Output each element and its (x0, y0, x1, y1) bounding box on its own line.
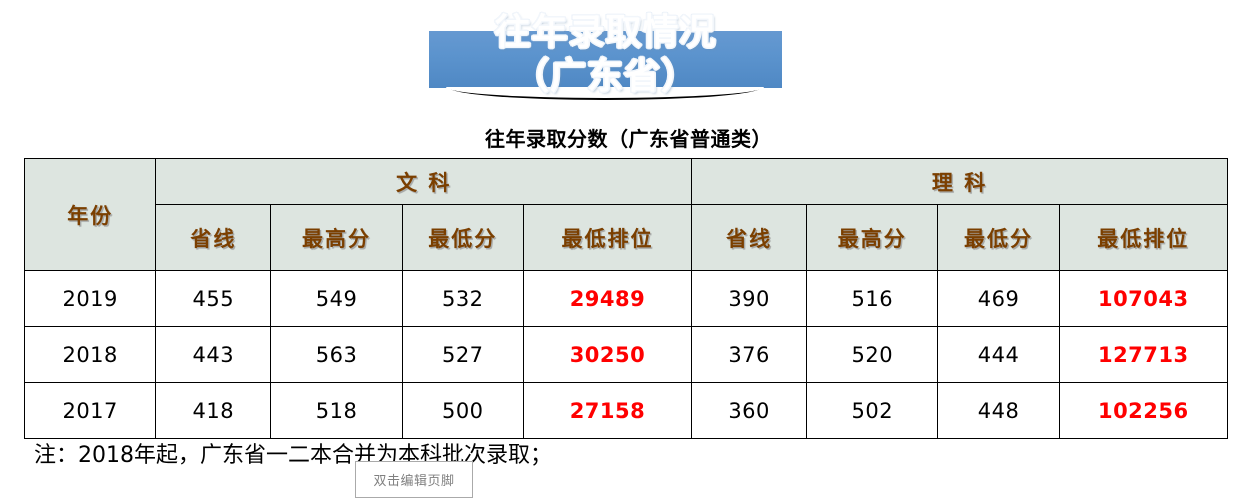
title-banner[interactable] (429, 31, 782, 100)
cell-year: 2017 (23, 382, 157, 439)
cell-science-lowest-rank: 102256 (1058, 382, 1229, 439)
column-header-science-lowest: 最低分 (937, 204, 1060, 271)
table-note: 注：2018年起，广东省一二本合并为本科批次录取； (34, 443, 552, 468)
table-body: 2019 455 549 532 29489 390 516 469 10704… (23, 270, 1229, 439)
cell-science-lowest-rank: 107043 (1058, 270, 1229, 327)
cell-liberal-lowest-rank: 29489 (522, 270, 693, 327)
cell-science-provincial-line: 390 (691, 270, 808, 327)
cell-science-highest: 520 (806, 326, 939, 383)
cell-science-highest: 502 (806, 382, 939, 439)
table-header-row-groups: 年份 文 科 理 科 (23, 158, 1228, 271)
column-header-science-lowest-rank: 最低排位 (1058, 204, 1229, 271)
table-row: 2019 455 549 532 29489 390 516 469 10704… (23, 270, 1229, 327)
table-row: 2017 418 518 500 27158 360 502 448 10225… (23, 382, 1229, 439)
column-header-liberal-provincial-line: 省线 (155, 204, 272, 271)
column-header-liberal-highest: 最高分 (270, 204, 403, 271)
column-header-year: 年份 (23, 158, 157, 271)
cell-liberal-highest: 518 (270, 382, 403, 439)
footer-edit-placeholder[interactable]: 双击编辑页脚 (355, 461, 473, 498)
cell-liberal-lowest: 527 (401, 326, 524, 383)
cell-year: 2018 (23, 326, 157, 383)
column-header-science-provincial-line: 省线 (691, 204, 808, 271)
cell-liberal-provincial-line: 418 (155, 382, 272, 439)
cell-science-lowest: 469 (937, 270, 1060, 327)
cell-liberal-lowest: 500 (401, 382, 524, 439)
column-group-header-science: 理 科 (691, 158, 1228, 205)
cell-liberal-lowest-rank: 27158 (522, 382, 693, 439)
table-caption: 往年录取分数（广东省普通类） (485, 127, 772, 151)
cell-liberal-provincial-line: 455 (155, 270, 272, 327)
cell-liberal-lowest: 532 (401, 270, 524, 327)
table-header: 年份 文 科 理 科 省线 最高分 最低分 最低排位 省线 最高分 最低分 最低… (23, 158, 1229, 271)
title-banner-shadow (446, 87, 764, 100)
cell-science-provincial-line: 360 (691, 382, 808, 439)
cell-science-lowest: 444 (937, 326, 1060, 383)
admission-score-table: 年份 文 科 理 科 省线 最高分 最低分 最低排位 省线 最高分 最低分 最低… (23, 158, 1229, 439)
title-banner-bar (429, 31, 782, 88)
cell-year: 2019 (23, 270, 157, 327)
column-header-liberal-lowest: 最低分 (401, 204, 524, 271)
table-header-row-subs: 省线 最高分 最低分 最低排位 省线 最高分 最低分 最低排位 (25, 204, 1229, 271)
cell-liberal-highest: 549 (270, 270, 403, 327)
table-row: 2018 443 563 527 30250 376 520 444 12771… (23, 326, 1229, 383)
cell-science-provincial-line: 376 (691, 326, 808, 383)
cell-science-highest: 516 (806, 270, 939, 327)
column-header-science-highest: 最高分 (806, 204, 939, 271)
cell-liberal-highest: 563 (270, 326, 403, 383)
cell-science-lowest: 448 (937, 382, 1060, 439)
column-header-liberal-lowest-rank: 最低排位 (522, 204, 693, 271)
column-group-header-liberal-arts: 文 科 (155, 158, 693, 205)
cell-liberal-lowest-rank: 30250 (522, 326, 693, 383)
cell-science-lowest-rank: 127713 (1058, 326, 1229, 383)
cell-liberal-provincial-line: 443 (155, 326, 272, 383)
